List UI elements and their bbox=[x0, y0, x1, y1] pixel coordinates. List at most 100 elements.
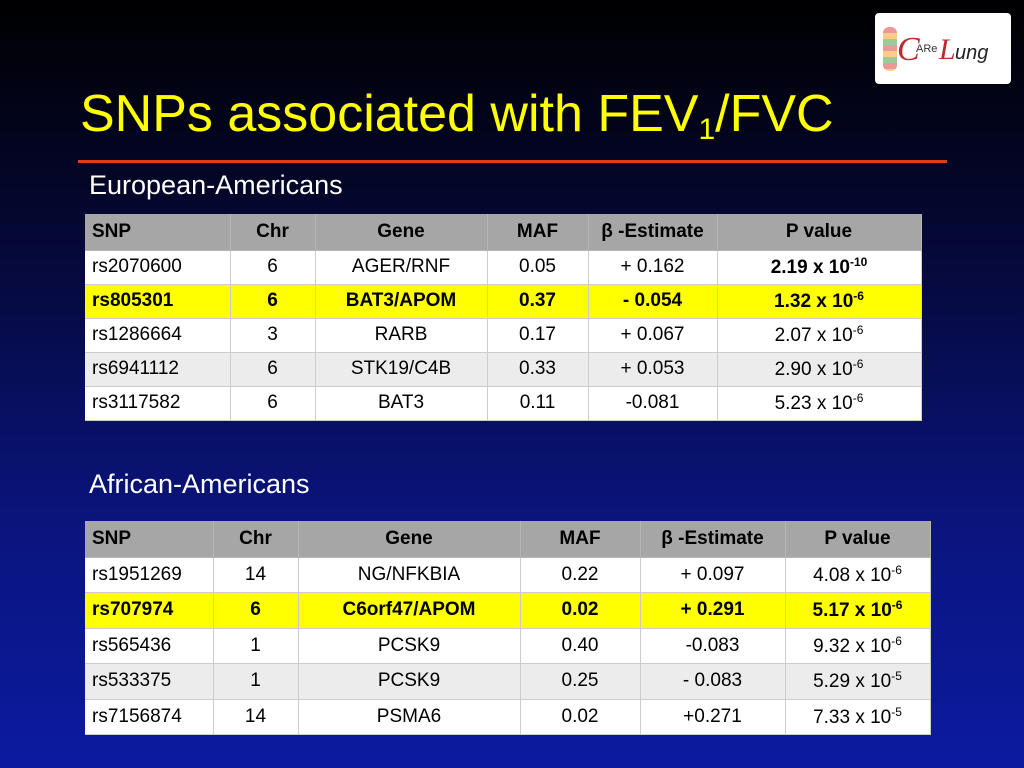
p-value-base: 1.32 x 10 bbox=[774, 291, 854, 312]
table-cell: + 0.097 bbox=[640, 557, 786, 593]
table-cell: 14 bbox=[213, 557, 299, 593]
title-subscript: 1 bbox=[698, 113, 716, 146]
table-row: rs2070600 6 AGER/RNF 0.05 + 0.162 2.19 x 10-1… bbox=[85, 250, 922, 285]
table-cell: 0.37 bbox=[487, 284, 589, 319]
p-value-cell: 2.19 x 10-10 bbox=[717, 250, 922, 285]
table-cell: rs805301 bbox=[85, 284, 231, 319]
table-cell: C6orf47/APOM bbox=[298, 592, 521, 629]
table-cell: 1 bbox=[213, 628, 299, 664]
logo-text: ung bbox=[955, 42, 989, 64]
table-row: rs805301 6 BAT3/APOM 0.37- 0.054 1.32 x 10-6 bbox=[85, 284, 922, 319]
p-value-cell: 5.29 x 10-5 bbox=[785, 663, 931, 700]
logo: C ARe L ung bbox=[875, 13, 1011, 84]
title-rule bbox=[78, 160, 947, 163]
header-cell: P value bbox=[785, 521, 931, 558]
p-value-base: 2.07 x 10 bbox=[774, 325, 853, 346]
table-cell: + 0.291 bbox=[640, 592, 786, 629]
p-value-base: 5.17 x 10 bbox=[812, 600, 892, 622]
table-cell: NG/NFKBIA bbox=[298, 557, 521, 593]
p-value-exponent: -5 bbox=[891, 704, 902, 719]
table-cell: rs2070600 bbox=[85, 250, 231, 285]
table-cell: 0.40 bbox=[520, 628, 641, 664]
table-row: rs3117582 6 BAT3 0.11 -0.081 5.23 x 10-6 bbox=[85, 386, 922, 421]
p-value-cell: 2.07 x 10-6 bbox=[717, 318, 922, 353]
p-value-exponent: -5 bbox=[891, 669, 902, 684]
table-row: rs707974 6 C6orf47/APOM 0.02 + 0.291 5.17 x 1… bbox=[85, 592, 931, 629]
table-cell: 0.17 bbox=[487, 318, 589, 353]
table-cell: rs707974 bbox=[85, 592, 214, 629]
logo-text: C bbox=[897, 31, 920, 68]
table-cell: rs1286664 bbox=[85, 318, 231, 353]
table-cell: 0.02 bbox=[520, 592, 641, 629]
table-cell: RARB bbox=[315, 318, 488, 353]
table-cell: PCSK9 bbox=[298, 663, 521, 700]
table-cell: 0.05 bbox=[487, 250, 589, 285]
table-cell: 0.11 bbox=[487, 386, 589, 421]
data-table: SNP Chr Gene MAF β -Estimate P value rs1951269… bbox=[85, 521, 931, 735]
table-cell: rs1951269 bbox=[85, 557, 214, 593]
table-cell: rs6941112 bbox=[85, 352, 231, 387]
header-row: SNP Chr Gene MAF β -Estimate P value bbox=[85, 521, 931, 558]
p-value-cell: 4.08 x 10-6 bbox=[785, 557, 931, 593]
table-row: rs1951269 14 NG/NFKBIA 0.22 + 0.097 4.08 x 10… bbox=[85, 557, 931, 593]
p-value-exponent: -6 bbox=[891, 562, 902, 577]
p-value-exponent: -10 bbox=[849, 255, 868, 269]
p-value-cell: 7.33 x 10-5 bbox=[785, 699, 931, 735]
table-cell: -0.083 bbox=[640, 628, 786, 664]
p-value-base: 2.90 x 10 bbox=[774, 359, 853, 380]
table-cell: -0.081 bbox=[588, 386, 718, 421]
table-caption: African-Americans bbox=[89, 469, 310, 499]
header-cell: MAF bbox=[487, 214, 589, 251]
table-cell: 6 bbox=[230, 250, 316, 285]
header-cell: β -Estimate bbox=[588, 214, 718, 251]
table-cell: rs3117582 bbox=[85, 386, 231, 421]
table-cell: 0.22 bbox=[520, 557, 641, 593]
header-cell: MAF bbox=[520, 521, 641, 558]
table-cell: 3 bbox=[230, 318, 316, 353]
table-cell: +0.271 bbox=[640, 699, 786, 735]
table-cell: BAT3/APOM bbox=[315, 284, 488, 319]
table-cell: AGER/RNF bbox=[315, 250, 488, 285]
table-row: rs533375 1 PCSK9 0.25- 0.083 5.29 x 10-5 bbox=[85, 663, 931, 700]
title-text: /FVC bbox=[715, 85, 834, 143]
p-value-base: 7.33 x 10 bbox=[813, 706, 892, 728]
table-cell: rs565436 bbox=[85, 628, 214, 664]
p-value-exponent: -6 bbox=[891, 598, 903, 613]
p-value-exponent: -6 bbox=[852, 357, 864, 371]
table-cell: rs7156874 bbox=[85, 699, 214, 735]
table-cell: 0.33 bbox=[487, 352, 589, 387]
table-row: rs6941112 6 STK19/C4B 0.33 + 0.053 2.90 x 10-… bbox=[85, 352, 922, 387]
title-text: SNPs associated with FEV bbox=[80, 85, 699, 143]
table-cell: STK19/C4B bbox=[315, 352, 488, 387]
p-value-base: 5.23 x 10 bbox=[774, 393, 853, 414]
table-cell: BAT3 bbox=[315, 386, 488, 421]
p-value-exponent: -6 bbox=[891, 633, 902, 648]
table-cell: rs533375 bbox=[85, 663, 214, 700]
p-value-exponent: -6 bbox=[852, 323, 864, 337]
table-row: rs565436 1 PCSK9 0.40 -0.083 9.32 x 10-6 bbox=[85, 628, 931, 664]
table-cell: 0.02 bbox=[520, 699, 641, 735]
table-cell: - 0.054 bbox=[588, 284, 718, 319]
p-value-base: 5.29 x 10 bbox=[813, 671, 892, 693]
slide-title: SNPs associated with FEV1/FVC bbox=[80, 84, 834, 147]
p-value-cell: 5.17 x 10-6 bbox=[785, 592, 931, 629]
table-cell: - 0.083 bbox=[640, 663, 786, 700]
header-cell: P value bbox=[717, 214, 922, 251]
logo-text: ARe bbox=[916, 43, 938, 55]
data-table: SNP Chr Gene MAF β -Estimate P value rs2070600… bbox=[85, 214, 922, 421]
table-cell: 0.25 bbox=[520, 663, 641, 700]
table-cell: + 0.067 bbox=[588, 318, 718, 353]
p-value-exponent: -6 bbox=[853, 289, 864, 303]
table-row: rs1286664 3 RARB 0.17 + 0.067 2.07 x 10-6 bbox=[85, 318, 922, 353]
table-row: rs7156874 14 PSMA6 0.02 +0.271 7.33 x 10-5 bbox=[85, 699, 931, 735]
table-cell: 1 bbox=[213, 663, 299, 700]
table-cell: PCSK9 bbox=[298, 628, 521, 664]
table-caption: European-Americans bbox=[89, 170, 343, 200]
header-cell: Chr bbox=[230, 214, 316, 251]
table-cell: + 0.053 bbox=[588, 352, 718, 387]
logo-icons bbox=[883, 27, 897, 71]
p-value-cell: 5.23 x 10-6 bbox=[717, 386, 922, 421]
table-cell: 6 bbox=[230, 284, 316, 319]
p-value-exponent: -6 bbox=[852, 391, 864, 405]
